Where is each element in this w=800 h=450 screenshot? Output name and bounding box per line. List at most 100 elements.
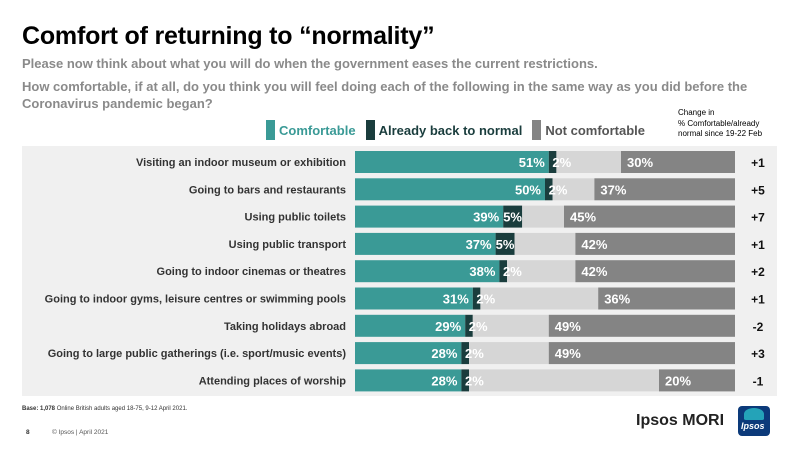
bar-segment xyxy=(507,260,576,283)
bar-segment xyxy=(472,314,549,337)
data-label-comfortable: 51% xyxy=(519,155,545,170)
legend-item-already: Already back to normal xyxy=(365,120,523,140)
data-label-already: 2% xyxy=(469,319,488,334)
legend-label-not-comfortable: Not comfortable xyxy=(545,122,646,138)
change-value: +2 xyxy=(751,265,765,279)
bar-segment xyxy=(355,342,462,365)
logo-text: Ipsos xyxy=(741,421,765,431)
category-label: Attending places of worship xyxy=(199,375,347,387)
category-label: Going to large public gatherings (i.e. s… xyxy=(48,348,347,360)
bar-segment xyxy=(355,287,473,310)
bar-segment xyxy=(564,205,735,228)
data-label-not-comfortable: 30% xyxy=(627,155,653,170)
change-note: Change in % Comfortable/already normal s… xyxy=(678,108,762,140)
bar-segment xyxy=(556,151,621,173)
data-label-comfortable: 39% xyxy=(473,210,499,225)
bar-segment xyxy=(355,178,545,201)
bar-segment xyxy=(461,342,469,365)
legend-swatch-not-comfortable xyxy=(532,120,542,140)
data-label-not-comfortable: 37% xyxy=(600,182,626,197)
bar-segment xyxy=(548,151,557,173)
change-note-line2: % Comfortable/already xyxy=(678,118,760,128)
data-label-comfortable: 38% xyxy=(469,264,495,279)
bar-segment xyxy=(594,178,735,201)
bar-segment xyxy=(469,342,549,365)
data-label-comfortable: 31% xyxy=(443,292,469,307)
change-value: +1 xyxy=(751,293,765,307)
change-value: -1 xyxy=(753,374,764,388)
change-note-line1: Change in xyxy=(678,108,715,117)
legend-item-comfortable: Comfortable xyxy=(266,120,356,140)
bar-segment xyxy=(495,232,515,255)
bar-segment xyxy=(465,314,473,337)
data-label-already: 2% xyxy=(552,155,571,170)
category-label: Using public transport xyxy=(229,239,347,251)
page-number: 8 xyxy=(26,429,30,436)
copyright: © Ipsos | April 2021 xyxy=(52,429,109,436)
legend-swatch-already xyxy=(365,120,375,140)
bar-segment xyxy=(355,314,466,337)
bar-segment xyxy=(355,151,549,173)
bar-segment xyxy=(503,205,523,228)
base-footnote: Base: 1,078 Online British adults aged 1… xyxy=(22,406,187,412)
category-label: Going to bars and restaurants xyxy=(189,184,346,196)
base-text: Online British adults aged 18-75, 9-12 A… xyxy=(55,406,188,412)
change-value: -2 xyxy=(753,320,764,334)
bar-segment xyxy=(548,314,735,337)
data-label-already: 2% xyxy=(465,346,484,361)
base-label: Base: 1,078 xyxy=(22,406,56,412)
data-label-not-comfortable: 42% xyxy=(581,237,607,252)
legend-label-already: Already back to normal xyxy=(378,122,523,138)
bar-segment xyxy=(545,178,553,201)
data-label-already: 2% xyxy=(476,292,495,307)
category-label: Going to indoor gyms, leisure centres or… xyxy=(45,294,346,306)
brand-name: Ipsos MORI xyxy=(636,412,725,429)
data-label-already: 5% xyxy=(503,210,522,225)
bar-segment xyxy=(480,287,599,310)
category-label: Using public toilets xyxy=(245,212,346,224)
data-label-not-comfortable: 45% xyxy=(570,210,596,225)
category-label: Visiting an indoor museum or exhibition xyxy=(136,157,346,169)
legend-swatch-comfortable xyxy=(266,120,275,140)
bar-segment xyxy=(621,151,735,173)
data-label-already: 2% xyxy=(503,264,522,279)
legend-item-not-comfortable: Not comfortable xyxy=(532,120,645,140)
bar-segment xyxy=(552,178,595,201)
data-label-already: 5% xyxy=(496,237,515,252)
question-text: How comfortable, if at all, do you think… xyxy=(22,79,748,111)
change-value: +1 xyxy=(751,238,765,252)
bar-segment xyxy=(355,260,500,283)
bar-segment xyxy=(598,287,735,310)
bar-segment xyxy=(355,232,496,255)
change-value: +7 xyxy=(751,211,765,225)
bar-segment xyxy=(548,342,735,365)
data-label-not-comfortable: 42% xyxy=(581,264,607,279)
legend-label-comfortable: Comfortable xyxy=(279,122,356,138)
data-label-already: 2% xyxy=(465,373,484,388)
bar-segment xyxy=(355,369,462,392)
change-value: +3 xyxy=(751,347,765,361)
bar-segment xyxy=(355,205,504,228)
bar-segment xyxy=(575,260,735,283)
ipsos-logo: Ipsos xyxy=(738,406,770,436)
data-label-comfortable: 50% xyxy=(515,182,541,197)
bar-segment xyxy=(499,260,507,283)
bar-segment xyxy=(659,369,735,392)
change-value: +1 xyxy=(751,156,765,170)
category-label: Taking holidays abroad xyxy=(224,321,346,333)
data-label-not-comfortable: 49% xyxy=(555,346,581,361)
change-note-line3: normal since 19-22 Feb xyxy=(678,129,763,138)
bar-segment xyxy=(522,205,564,228)
change-value: +5 xyxy=(751,183,765,197)
data-label-not-comfortable: 20% xyxy=(665,373,691,388)
category-label: Going to indoor cinemas or theatres xyxy=(157,266,346,278)
bar-segment xyxy=(472,287,481,310)
data-label-comfortable: 28% xyxy=(431,373,457,388)
subtitle: Please now think about what you will do … xyxy=(22,56,598,71)
bar-segment xyxy=(575,232,735,255)
bar-segment xyxy=(461,369,469,392)
data-label-already: 2% xyxy=(549,182,568,197)
logo-mark xyxy=(744,408,764,420)
data-label-not-comfortable: 36% xyxy=(604,292,630,307)
